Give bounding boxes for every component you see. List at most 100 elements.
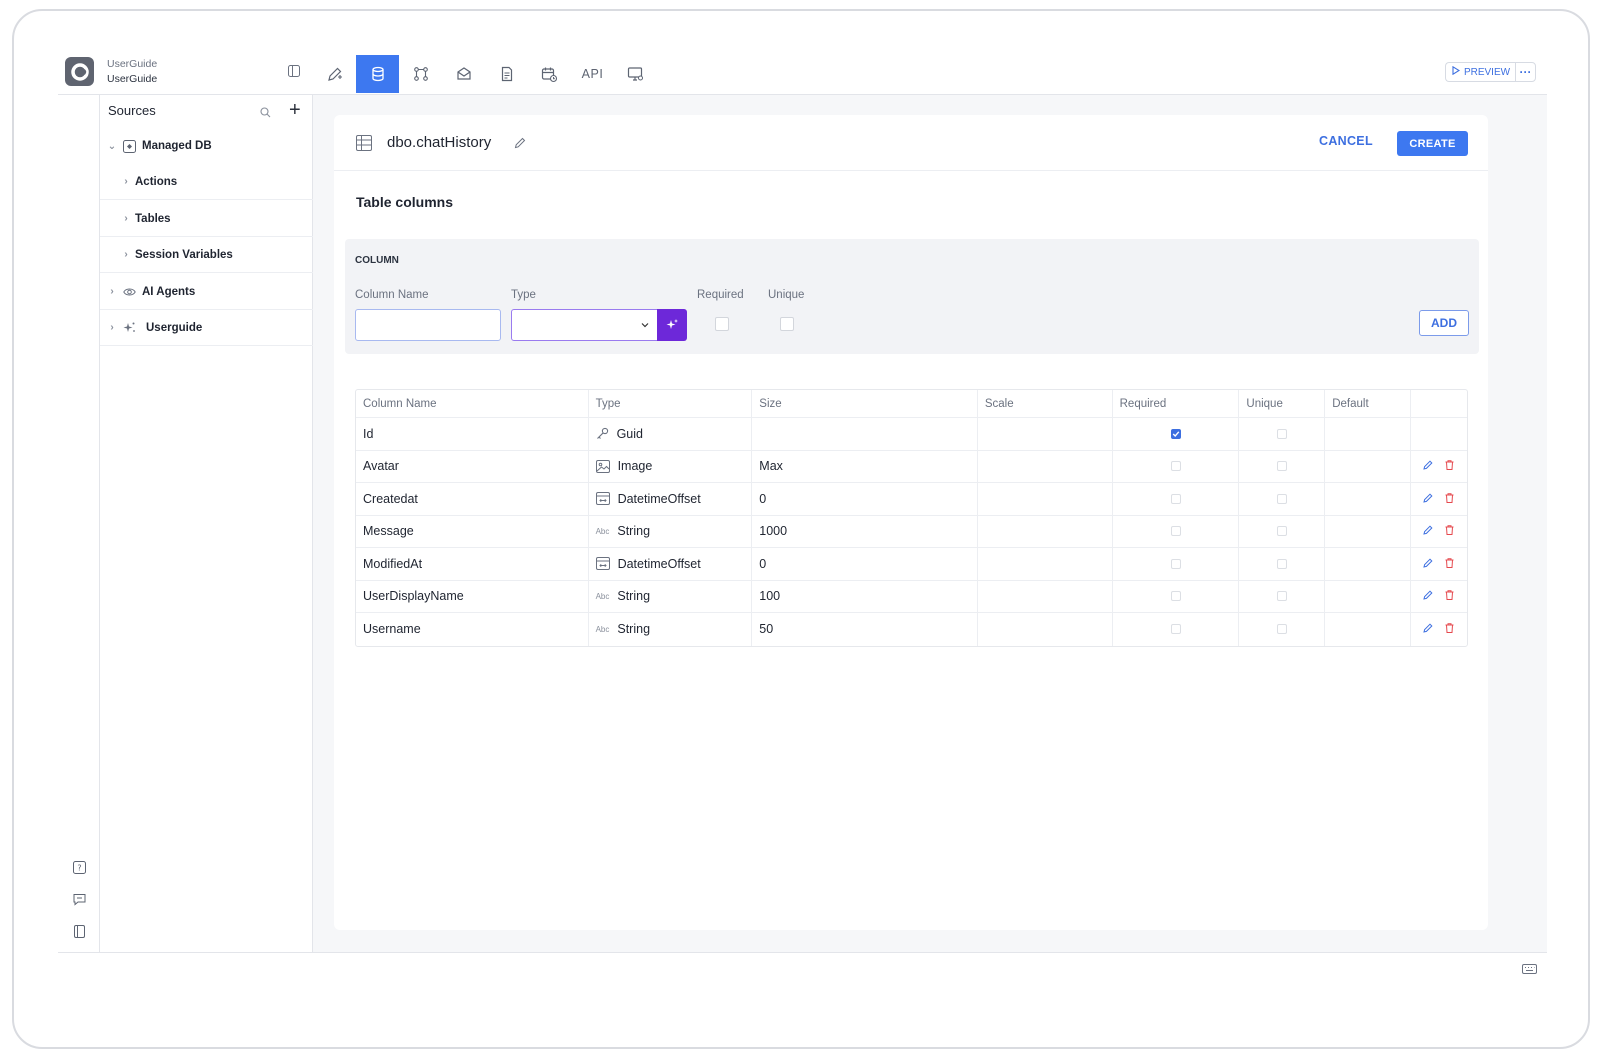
cell-size: 50 — [752, 613, 978, 646]
table-row[interactable]: ModifiedAt DatetimeOffset 0 — [356, 548, 1467, 581]
cell-default — [1325, 450, 1412, 482]
top-bar: UserGuide UserGuide AP — [58, 50, 1547, 95]
ai-suggest-button[interactable] — [657, 309, 687, 341]
required-checkbox[interactable] — [715, 317, 729, 331]
svg-text:?: ? — [77, 863, 81, 872]
table-row[interactable]: Id Guid — [356, 418, 1467, 451]
type-text: Image — [617, 459, 653, 474]
add-source-icon[interactable]: + — [289, 99, 301, 121]
edit-icon[interactable] — [1423, 492, 1433, 506]
required-checkbox[interactable] — [1170, 558, 1181, 569]
tree-item-actions[interactable]: › Actions — [100, 164, 313, 200]
size-text: 1000 — [759, 524, 788, 539]
keyboard-icon[interactable] — [1522, 961, 1537, 979]
unique-checkbox[interactable] — [1276, 558, 1287, 569]
app-logo[interactable] — [65, 57, 94, 86]
edit-icon[interactable] — [1423, 622, 1433, 636]
tree-item-ai-agents[interactable]: › AI Agents — [100, 274, 313, 310]
unique-checkbox[interactable] — [1276, 624, 1287, 635]
unique-checkbox[interactable] — [1276, 428, 1287, 439]
type-label: Type — [511, 289, 536, 301]
create-button[interactable]: CREATE — [1397, 131, 1468, 156]
mail-icon[interactable] — [442, 55, 485, 93]
sources-title: Sources — [108, 103, 156, 118]
cell-type: Image — [589, 450, 753, 482]
chevron-right-icon: › — [124, 213, 128, 224]
preview-button[interactable]: PREVIEW — [1445, 62, 1516, 82]
delete-icon[interactable] — [1445, 492, 1454, 506]
cell-actions — [1411, 516, 1467, 548]
cell-type: DatetimeOffset — [589, 483, 753, 515]
table-row[interactable]: UserDisplayName Abc String 100 — [356, 580, 1467, 613]
document-icon[interactable] — [485, 55, 528, 93]
search-icon[interactable] — [260, 105, 271, 123]
unique-label: Unique — [768, 289, 805, 301]
help-icon[interactable]: ? — [72, 860, 86, 874]
delete-icon[interactable] — [1445, 622, 1454, 636]
tree-item-session-variables[interactable]: › Session Variables — [100, 237, 313, 273]
column-name-text: Createdat — [363, 491, 418, 506]
cell-unique — [1239, 515, 1326, 547]
chat-icon[interactable] — [72, 892, 86, 906]
cell-required — [1113, 515, 1240, 547]
database-icon[interactable] — [356, 55, 399, 93]
column-name-input[interactable] — [355, 309, 501, 341]
cell-actions — [1411, 418, 1467, 450]
add-column-button[interactable]: ADD — [1419, 310, 1469, 336]
cell-default — [1325, 613, 1412, 646]
tool-tabs: API — [313, 55, 657, 94]
required-checkbox[interactable] — [1170, 461, 1181, 472]
monitor-icon[interactable] — [614, 55, 657, 93]
unique-checkbox[interactable] — [1276, 493, 1287, 504]
edit-title-icon[interactable] — [514, 136, 526, 154]
required-checkbox[interactable] — [1170, 428, 1181, 439]
cell-type: Guid — [589, 418, 753, 450]
unique-checkbox[interactable] — [1276, 461, 1287, 472]
cell-scale — [978, 483, 1113, 515]
required-checkbox[interactable] — [1170, 493, 1181, 504]
required-checkbox[interactable] — [1170, 526, 1181, 537]
type-text: Guid — [616, 426, 643, 441]
table-row[interactable]: Message Abc String 1000 — [356, 515, 1467, 548]
editor-header: dbo.chatHistory CANCEL CREATE — [334, 115, 1488, 171]
tree-item-userguide[interactable]: › Userguide — [100, 310, 313, 346]
unique-checkbox[interactable] — [780, 317, 794, 331]
delete-icon[interactable] — [1445, 589, 1454, 603]
type-select[interactable] — [511, 309, 658, 341]
cell-unique — [1239, 548, 1326, 580]
edit-icon[interactable] — [1423, 557, 1433, 571]
delete-icon[interactable] — [1445, 557, 1454, 571]
header-unique: Unique — [1239, 390, 1326, 417]
unique-checkbox[interactable] — [1276, 526, 1287, 537]
cell-required — [1113, 450, 1240, 482]
required-checkbox[interactable] — [1170, 624, 1181, 635]
docs-icon[interactable] — [72, 924, 86, 938]
design-pen-icon[interactable] — [313, 55, 356, 93]
cancel-button[interactable]: CANCEL — [1319, 134, 1373, 148]
required-checkbox[interactable] — [1170, 591, 1181, 602]
edit-icon[interactable] — [1423, 589, 1433, 603]
delete-icon[interactable] — [1445, 459, 1454, 473]
tree-item-managed-db[interactable]: ⌄ Managed DB — [100, 128, 313, 164]
more-options-button[interactable]: ··· — [1515, 62, 1536, 82]
cell-type: Abc String — [589, 580, 753, 612]
table-row[interactable]: Createdat DatetimeOffset 0 — [356, 483, 1467, 516]
tree-item-tables[interactable]: › Tables — [100, 201, 313, 237]
required-label: Required — [697, 289, 744, 301]
edit-icon[interactable] — [1423, 459, 1433, 473]
unique-checkbox[interactable] — [1276, 591, 1287, 602]
delete-icon[interactable] — [1445, 524, 1454, 538]
preview-label: PREVIEW — [1463, 66, 1511, 78]
panel-toggle-icon[interactable] — [287, 64, 301, 78]
table-row[interactable]: Username Abc String 50 — [356, 613, 1467, 646]
calendar-icon[interactable] — [528, 55, 571, 93]
workflow-icon[interactable] — [399, 55, 442, 93]
project-switcher[interactable]: UserGuide UserGuide — [107, 57, 157, 87]
magic-sparkle-icon — [666, 319, 678, 329]
datetime-icon — [595, 492, 610, 506]
tab-api[interactable]: API — [581, 67, 604, 81]
column-name-label: Column Name — [355, 289, 429, 301]
table-row[interactable]: Avatar Image Max — [356, 450, 1467, 483]
header-default: Default — [1325, 390, 1412, 417]
edit-icon[interactable] — [1423, 524, 1433, 538]
